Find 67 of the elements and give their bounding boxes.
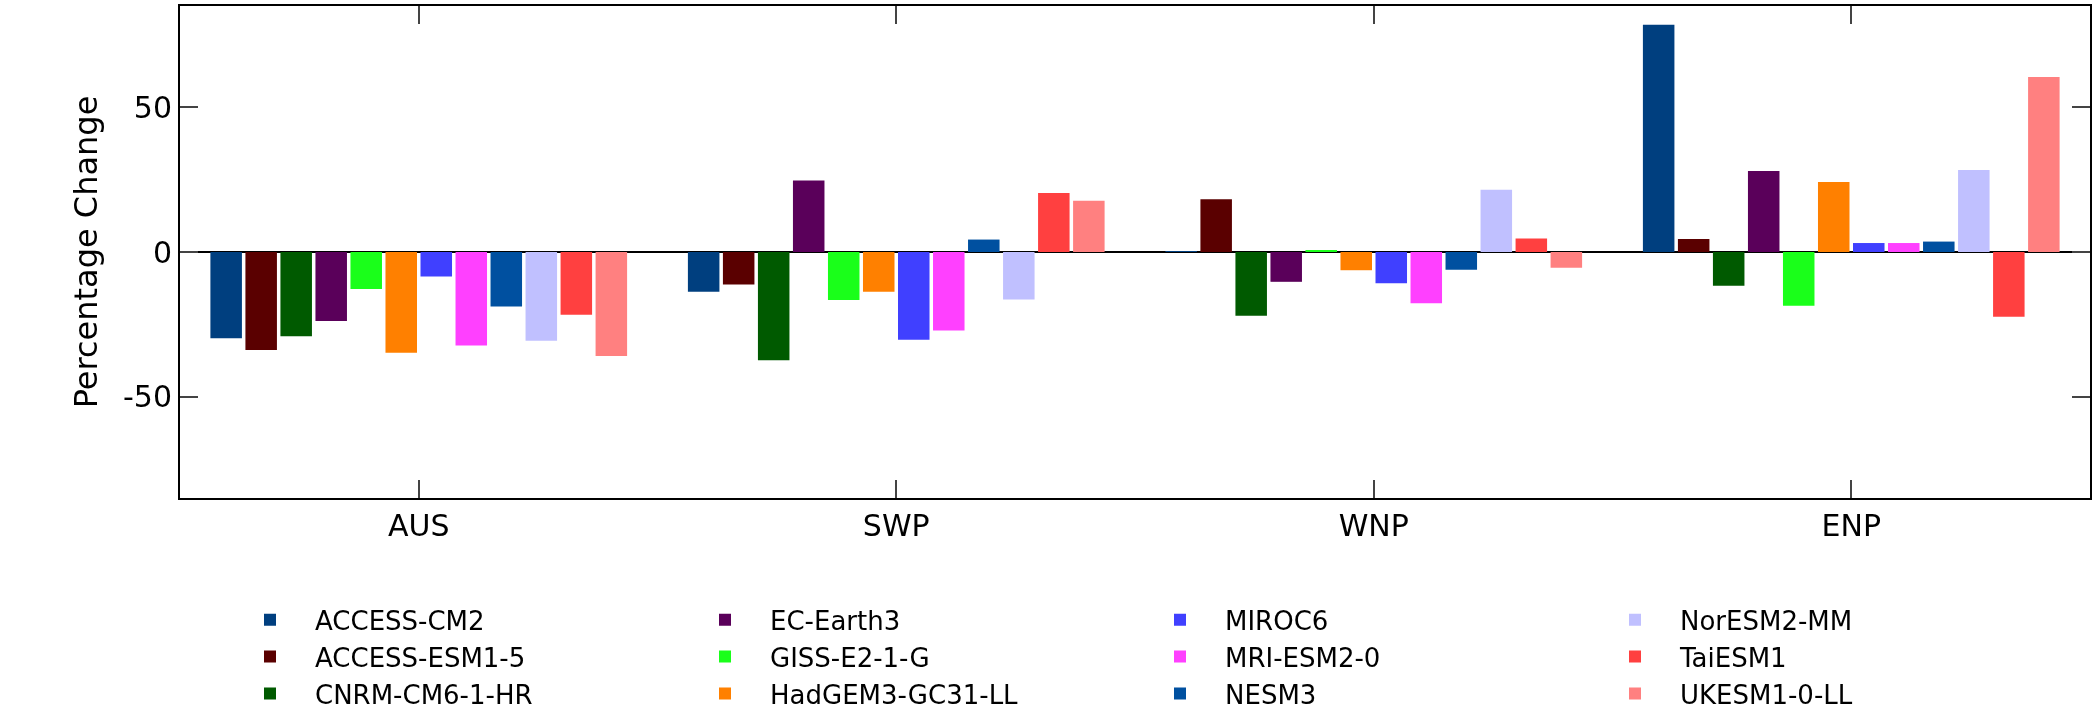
y-tick-label: 50 (133, 89, 172, 125)
legend-label: MIROC6 (1225, 605, 1329, 636)
bar (827, 252, 860, 301)
bar (595, 252, 628, 356)
bar (315, 252, 347, 321)
bar (1993, 252, 2025, 317)
bar (687, 252, 720, 292)
bar (455, 252, 488, 346)
bar (525, 252, 558, 341)
legend-label: EC-Earth3 (770, 605, 901, 636)
x-tick-label: SWP (862, 508, 930, 543)
legend-label: NESM3 (1225, 679, 1317, 710)
bar (245, 252, 277, 351)
bar (1410, 252, 1443, 304)
bar (1853, 243, 1885, 252)
bar (722, 252, 755, 285)
bar (792, 180, 825, 252)
bar (1480, 189, 1513, 252)
bar (1235, 252, 1267, 316)
x-tick-label: WNP (1338, 508, 1409, 543)
bar (1747, 170, 1780, 252)
bar (2028, 76, 2060, 252)
bar (1817, 181, 1850, 252)
bar (1888, 243, 1920, 252)
bar (1340, 252, 1372, 271)
legend-label: MRI-ESM2-0 (1225, 642, 1381, 673)
bar (210, 252, 242, 339)
bar (1200, 199, 1232, 252)
legend-label: ACCESS-ESM1-5 (315, 642, 526, 673)
bar (1515, 238, 1548, 252)
bar (1270, 252, 1302, 282)
x-tick-label: AUS (387, 508, 450, 543)
bar (1038, 192, 1070, 252)
legend-label: NorESM2-MM (1680, 605, 1853, 636)
legend-label: CNRM-CM6-1-HR (315, 679, 533, 710)
bar (1305, 249, 1337, 252)
bar (560, 252, 593, 315)
legend-label: TaiESM1 (1679, 642, 1787, 673)
bar (862, 252, 895, 292)
y-tick-label: -50 (123, 379, 172, 415)
bar (1712, 252, 1745, 286)
bar (1550, 252, 1583, 268)
bar (280, 252, 312, 337)
bar (1923, 241, 1955, 252)
bar (420, 252, 453, 277)
legend-label: UKESM1-0-LL (1680, 679, 1853, 710)
bar (1445, 252, 1478, 270)
bar (1642, 24, 1675, 252)
x-tick-label: ENP (1821, 508, 1881, 543)
bar (1375, 252, 1408, 284)
bar (898, 252, 930, 340)
legend-label: ACCESS-CM2 (315, 605, 485, 636)
legend-label: HadGEM3-GC31-LL (770, 679, 1019, 710)
y-tick-label: 0 (152, 234, 172, 270)
bar (490, 252, 523, 307)
bar (757, 252, 790, 361)
bar (968, 239, 1000, 252)
bar (1677, 238, 1710, 252)
bar (933, 252, 965, 331)
legend-label: GISS-E2-1-G (770, 642, 930, 673)
bar (385, 252, 417, 353)
bar (350, 252, 382, 290)
y-axis-title: Percentage Change (66, 95, 105, 409)
bar (1003, 252, 1035, 300)
bar (1073, 200, 1105, 252)
bar (1958, 170, 1990, 252)
bar (1782, 252, 1815, 306)
